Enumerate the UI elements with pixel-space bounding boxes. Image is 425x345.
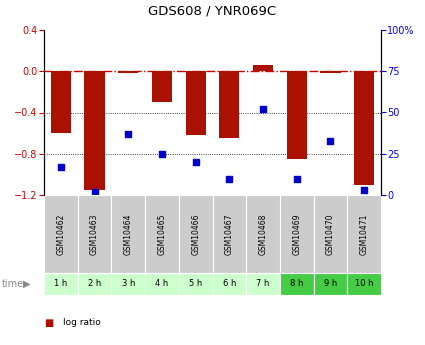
Bar: [347, 273, 381, 295]
Bar: [246, 273, 280, 295]
Text: GSM10462: GSM10462: [57, 213, 65, 255]
Bar: [44, 195, 78, 273]
Point: [192, 159, 199, 165]
Bar: [320, 71, 340, 73]
Point: [91, 189, 98, 195]
Text: GSM10469: GSM10469: [292, 213, 301, 255]
Bar: [354, 71, 374, 185]
Bar: [314, 273, 347, 295]
Text: 8 h: 8 h: [290, 279, 303, 288]
Bar: [280, 195, 314, 273]
Text: GDS608 / YNR069C: GDS608 / YNR069C: [148, 5, 277, 18]
Text: GSM10471: GSM10471: [360, 213, 368, 255]
Text: 9 h: 9 h: [324, 279, 337, 288]
Text: ▶: ▶: [23, 279, 31, 289]
Text: 7 h: 7 h: [256, 279, 270, 288]
Text: 3 h: 3 h: [122, 279, 135, 288]
Text: 6 h: 6 h: [223, 279, 236, 288]
Bar: [286, 71, 307, 159]
Bar: [314, 195, 347, 273]
Text: GSM10465: GSM10465: [157, 213, 167, 255]
Text: 1 h: 1 h: [54, 279, 68, 288]
Bar: [246, 195, 280, 273]
Text: GSM10464: GSM10464: [124, 213, 133, 255]
Bar: [44, 273, 78, 295]
Point: [327, 138, 334, 143]
Bar: [145, 273, 179, 295]
Bar: [347, 195, 381, 273]
Bar: [219, 71, 239, 138]
Bar: [118, 71, 139, 73]
Bar: [212, 195, 246, 273]
Text: GSM10463: GSM10463: [90, 213, 99, 255]
Bar: [111, 195, 145, 273]
Point: [57, 164, 64, 170]
Bar: [85, 71, 105, 190]
Point: [260, 107, 266, 112]
Point: [361, 187, 368, 193]
Bar: [253, 65, 273, 71]
Bar: [186, 71, 206, 135]
Bar: [78, 273, 111, 295]
Point: [226, 176, 233, 181]
Bar: [179, 195, 212, 273]
Bar: [51, 71, 71, 133]
Text: GSM10467: GSM10467: [225, 213, 234, 255]
Bar: [179, 273, 212, 295]
Bar: [280, 273, 314, 295]
Text: GSM10466: GSM10466: [191, 213, 200, 255]
Point: [159, 151, 165, 157]
Text: 10 h: 10 h: [355, 279, 374, 288]
Text: time: time: [2, 279, 24, 289]
Bar: [212, 273, 246, 295]
Text: log ratio: log ratio: [63, 318, 101, 327]
Text: GSM10470: GSM10470: [326, 213, 335, 255]
Bar: [145, 195, 179, 273]
Point: [293, 176, 300, 181]
Bar: [152, 71, 172, 102]
Text: ■: ■: [44, 318, 53, 328]
Point: [125, 131, 132, 137]
Text: GSM10468: GSM10468: [258, 213, 268, 255]
Text: 2 h: 2 h: [88, 279, 101, 288]
Text: 4 h: 4 h: [155, 279, 169, 288]
Bar: [78, 195, 111, 273]
Text: 5 h: 5 h: [189, 279, 202, 288]
Bar: [111, 273, 145, 295]
